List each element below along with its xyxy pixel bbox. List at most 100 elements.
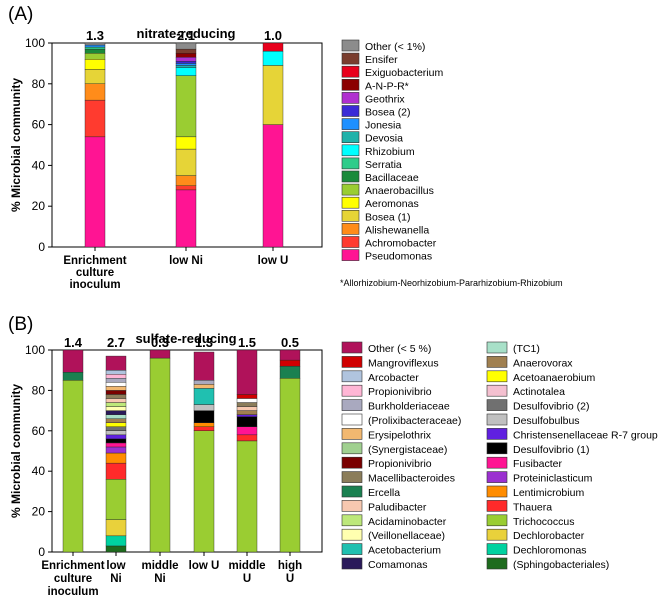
y-tick-label: 20	[32, 505, 46, 519]
bar-segment	[175, 57, 197, 62]
legend-swatch	[486, 399, 508, 411]
x-tick-label: inoculum	[69, 279, 120, 291]
bar-segment	[262, 42, 284, 52]
legend-item: Lentimicrobium	[513, 487, 584, 499]
bar-segment	[193, 380, 215, 385]
legend-item: Propionivibrio	[368, 386, 432, 398]
x-tick-label: low Ni	[169, 255, 203, 267]
legend-item: (Sphingobacteriales)	[513, 559, 609, 571]
legend-swatch	[486, 413, 508, 426]
legend-swatch	[341, 249, 360, 261]
legend-swatch	[341, 52, 360, 65]
bar-segment	[236, 398, 258, 403]
y-tick-label: 100	[25, 343, 45, 357]
bar-segment	[193, 404, 215, 411]
y-tick-label: 40	[32, 158, 46, 172]
legend-item: Exiguobacterium	[365, 67, 443, 79]
bar-segment	[105, 479, 127, 520]
y-tick-label: 80	[32, 383, 46, 397]
bar-segment	[193, 430, 215, 553]
legend-item: Arcobacter	[368, 372, 419, 384]
bar-segment	[175, 189, 197, 248]
legend-item: Macellibacteroides	[368, 473, 455, 485]
y-tick-label: 0	[38, 545, 45, 559]
legend-item: Alishewanella	[365, 224, 429, 236]
legend-swatch	[341, 210, 360, 222]
legend-swatch	[341, 236, 360, 248]
legend-swatch	[341, 456, 363, 469]
bar-segment	[105, 418, 127, 423]
bar-top-label: 0.3	[151, 335, 169, 350]
bar-segment	[62, 380, 84, 553]
plot-frame	[51, 349, 323, 553]
bar-segment	[236, 434, 258, 442]
bar-segment	[105, 374, 127, 379]
legend-item: (TC1)	[513, 343, 540, 355]
legend-item: Acidaminobacter	[368, 516, 447, 528]
bar-segment	[105, 402, 127, 407]
legend-swatch	[341, 39, 360, 52]
bar-segment	[236, 349, 258, 395]
legend-item: Devosia	[365, 133, 403, 145]
x-tick-label: culture	[54, 573, 92, 585]
bar-top-label: 1.0	[264, 28, 282, 43]
bar-top-label: 1.3	[195, 335, 213, 350]
legend-swatch	[341, 79, 360, 91]
legend-item: Anaerobacillus	[365, 185, 434, 197]
legend-swatch	[341, 356, 363, 368]
panel-label: (B)	[8, 314, 33, 335]
legend-item: Burkholderiaceae	[368, 401, 450, 413]
bar-segment	[84, 69, 106, 84]
x-tick-label: low U	[258, 255, 289, 267]
legend-item: Rhizobium	[365, 146, 415, 158]
legend-item: Ensifer	[365, 54, 398, 66]
legend-item: Desulfobulbus	[513, 415, 580, 427]
bar-segment	[105, 378, 127, 383]
legend-item: Thauera	[513, 501, 552, 513]
y-axis-label: % Microbial community	[9, 384, 23, 518]
bar-segment	[279, 359, 301, 367]
legend-swatch	[341, 514, 363, 527]
legend-item: Other (< 5 %)	[368, 343, 431, 355]
bar-segment	[105, 414, 127, 419]
legend-item: Desulfovibrio (2)	[513, 401, 589, 413]
x-tick-label: Ni	[154, 573, 166, 585]
bar-segment	[105, 382, 127, 387]
legend-swatch	[486, 356, 508, 368]
legend-item: Erysipelothrix	[368, 429, 432, 441]
legend-swatch	[341, 170, 360, 183]
bar-segment	[236, 410, 258, 415]
legend-item: Acetoanaerobium	[513, 372, 596, 384]
bar-segment	[236, 414, 258, 417]
bar-segment	[105, 386, 127, 391]
bar-segment	[84, 99, 106, 138]
legend-swatch	[341, 543, 363, 555]
bar-segment	[105, 438, 127, 444]
bar-segment	[193, 422, 215, 427]
bar-segment	[193, 426, 215, 432]
legend-item: Desulfovibrio (1)	[513, 444, 589, 456]
legend-item: Dechloromonas	[513, 545, 587, 557]
legend-swatch	[341, 370, 363, 383]
legend-swatch	[341, 428, 363, 440]
bar-segment	[105, 370, 127, 375]
legend-item: Proteiniclasticum	[513, 473, 593, 485]
chart-title: nitrate-reducing	[137, 26, 236, 41]
bar-segment	[105, 545, 127, 553]
legend-swatch	[486, 370, 508, 383]
y-tick-label: 60	[32, 118, 46, 132]
legend-item: Dechlorobacter	[513, 530, 585, 542]
legend-swatch	[341, 557, 363, 570]
legend-swatch	[486, 528, 508, 541]
legend-swatch	[341, 442, 363, 455]
legend-swatch	[486, 485, 508, 498]
legend-swatch	[486, 341, 508, 354]
bar-segment	[175, 48, 197, 54]
legend-swatch	[341, 65, 360, 78]
bar-segment	[105, 398, 127, 403]
legend-swatch	[341, 183, 360, 196]
legend-swatch	[486, 442, 508, 455]
legend-swatch	[486, 543, 508, 555]
bar-segment	[105, 422, 127, 427]
legend-item: Actinotalea	[513, 386, 565, 398]
